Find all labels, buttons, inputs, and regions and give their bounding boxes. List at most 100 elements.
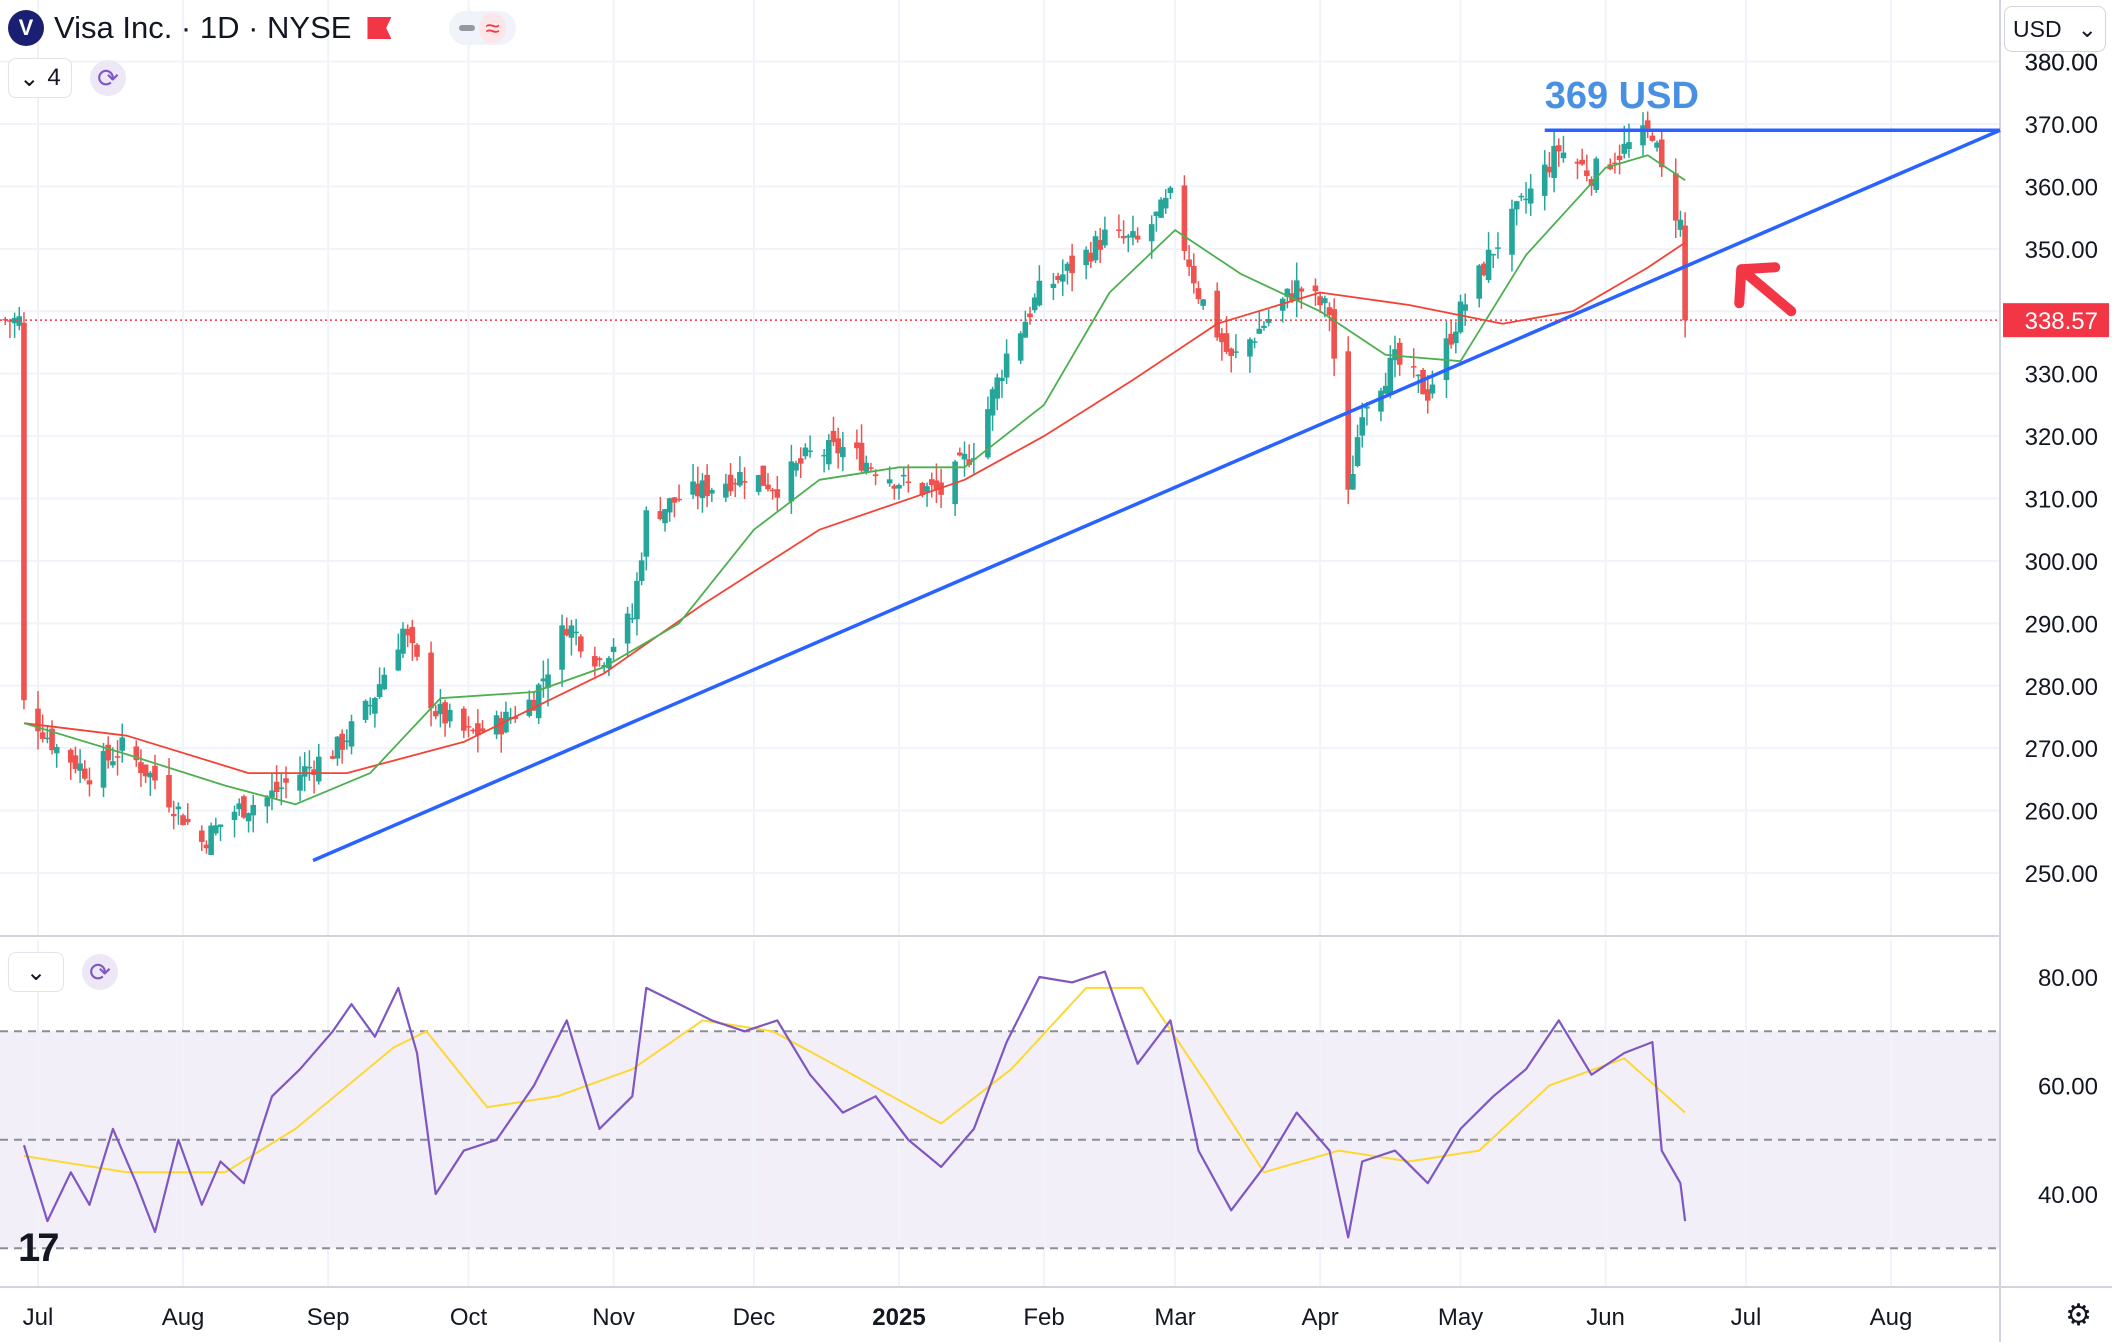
candle-body <box>1102 229 1108 246</box>
candle-body <box>1560 152 1567 159</box>
candle-body <box>437 703 444 715</box>
candle-body <box>1097 240 1103 250</box>
candle-body <box>924 486 930 493</box>
candle-body <box>1350 474 1356 490</box>
candle-body <box>1293 280 1300 301</box>
candle-body <box>1331 309 1337 359</box>
candle-body <box>1410 366 1417 368</box>
candle-body <box>709 489 715 494</box>
candle-body <box>1462 304 1468 311</box>
candle-body <box>1134 235 1141 240</box>
candle-body <box>957 452 963 456</box>
candle-body <box>334 736 341 759</box>
chevron-down-icon: ⌄ <box>25 958 47 986</box>
candle-body <box>1354 437 1361 466</box>
candle-body <box>1457 301 1464 333</box>
indicators-toggle[interactable]: ⌄ 4 <box>8 58 72 98</box>
candle-body <box>1616 155 1623 160</box>
candle-body <box>315 756 322 782</box>
ma-short-line <box>23 154 1686 806</box>
candle-body <box>1228 348 1235 356</box>
candle-body <box>596 658 603 661</box>
candle-body <box>1148 224 1155 242</box>
price-tick-label: 280.00 <box>2025 674 2098 701</box>
candle-body <box>1158 199 1164 218</box>
candle-body <box>1509 208 1515 255</box>
candle-body <box>245 813 252 822</box>
candle-body <box>994 377 1001 399</box>
time-tick-label: Aug <box>162 1304 205 1331</box>
candle-body <box>1003 353 1010 378</box>
candle-body <box>446 709 453 722</box>
time-tick-label: Jul <box>23 1304 54 1331</box>
candle-body <box>81 768 88 779</box>
candle-body <box>1672 173 1679 221</box>
candle-body <box>376 684 383 698</box>
candle-body <box>1022 321 1029 338</box>
candle-body <box>283 778 289 783</box>
candle-body <box>1682 225 1688 321</box>
candle-body <box>1219 333 1225 343</box>
candle-body <box>344 740 350 743</box>
refresh-icon[interactable]: ⟳ <box>90 60 126 96</box>
candle-body <box>1298 288 1305 292</box>
candle-body <box>868 467 874 469</box>
candle-body <box>21 322 27 701</box>
candle-body <box>105 744 111 761</box>
candle-body <box>264 797 271 807</box>
flag-icon[interactable] <box>367 17 392 39</box>
symbol-title[interactable]: Visa Inc. · 1D · NYSE <box>54 10 352 45</box>
candle-body <box>301 766 308 777</box>
status-pill[interactable]: ≈ <box>449 11 516 45</box>
candle-body <box>1050 283 1057 288</box>
candle-body <box>86 780 93 785</box>
time-tick-label: Feb <box>1023 1304 1064 1331</box>
candle-body <box>1593 158 1600 190</box>
candle-body <box>1527 188 1534 204</box>
candle-body <box>428 652 434 709</box>
candle-body <box>966 459 972 465</box>
candle-body <box>1059 274 1066 282</box>
candle-body <box>1120 236 1127 239</box>
candle-body <box>1420 369 1426 395</box>
candle-body <box>737 471 743 486</box>
candle-body <box>170 813 177 817</box>
candle-body <box>77 763 83 771</box>
chevron-down-icon: ⌄ <box>19 64 40 92</box>
currency-select[interactable]: USD ⌄ <box>2004 6 2106 52</box>
candle-body <box>110 761 116 766</box>
candle-body <box>1130 231 1136 238</box>
candle-body <box>180 815 186 826</box>
indicator-count: 4 <box>47 64 61 91</box>
candle-body <box>919 483 926 495</box>
rsi-ma-line <box>23 986 1686 1174</box>
candle-body <box>1677 219 1684 230</box>
arrow-icon <box>1734 262 1781 309</box>
rsi-refresh-icon[interactable]: ⟳ <box>82 954 118 990</box>
candle-body <box>1069 255 1075 274</box>
candle-body <box>1256 328 1263 334</box>
time-tick-label: Dec <box>733 1304 776 1331</box>
candle-body <box>367 704 374 707</box>
time-tick-label: Aug <box>1870 1304 1913 1331</box>
candle-body <box>198 830 205 842</box>
candle-body <box>821 454 827 457</box>
candle-body <box>573 631 579 634</box>
time-tick-label: Oct <box>450 1304 488 1331</box>
rsi-collapse-toggle[interactable]: ⌄ <box>8 952 64 992</box>
candle-body <box>568 625 575 638</box>
candle-body <box>311 769 317 775</box>
candle-body <box>1392 349 1398 361</box>
candle-body <box>1055 275 1061 281</box>
candle-body <box>826 440 832 465</box>
candle-body <box>217 824 224 827</box>
candle-body <box>507 716 514 719</box>
candle-body <box>774 489 781 498</box>
candle-body <box>44 737 51 740</box>
candle-body <box>854 442 860 449</box>
settings-icon[interactable]: ⚙ <box>2065 1299 2092 1332</box>
candle-body <box>175 806 182 810</box>
candle-body <box>858 442 865 471</box>
candle-body <box>629 617 636 620</box>
candle-body <box>1167 187 1174 194</box>
